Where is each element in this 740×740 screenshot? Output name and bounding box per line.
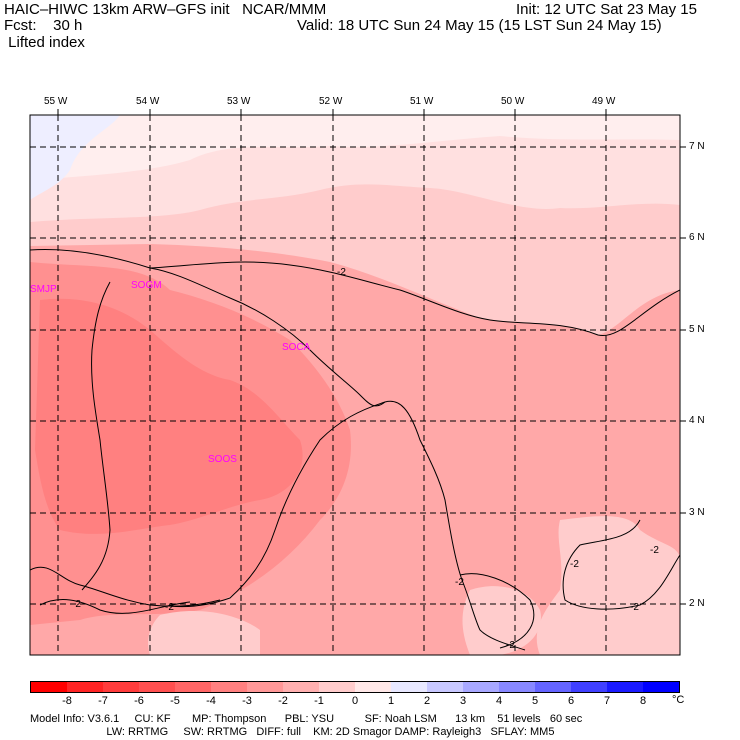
contour-minus2-east: [562, 519, 680, 610]
colorbar-swatch: [31, 682, 67, 692]
colorbar-label: -3: [242, 695, 252, 707]
colorbar-label: -1: [314, 695, 324, 707]
contour-minus2-south: [39, 599, 191, 614]
contour-minus2-southeast: [459, 573, 535, 649]
lon-label: 49 W: [592, 96, 616, 107]
colorbar-swatch: [355, 682, 391, 692]
station-sogm: SOGM: [131, 280, 162, 291]
colorbar-label: -7: [98, 695, 108, 707]
colorbar-label: 1: [387, 695, 395, 707]
contour-label: -2: [337, 267, 346, 278]
shading-band-palest: [30, 115, 680, 180]
colorbar-swatch: [535, 682, 571, 692]
contour-label: -2: [650, 545, 659, 556]
colorbar-label: 0: [351, 695, 359, 707]
colorbar-label: 2: [423, 695, 431, 707]
contour-label: -2: [165, 602, 174, 613]
lon-label: 51 W: [410, 96, 434, 107]
lat-label: 5 N: [689, 324, 705, 335]
lat-label: 4 N: [689, 415, 705, 426]
colorbar-swatch: [427, 682, 463, 692]
lon-label: 55 W: [44, 96, 68, 107]
colorbar-swatch: [247, 682, 283, 692]
contour-minus2-north: [149, 261, 680, 337]
colorbar-label: -8: [62, 695, 72, 707]
border-suriname-frguiana: [169, 401, 386, 608]
lat-label: 3 N: [689, 507, 705, 518]
colorbar-label: -6: [134, 695, 144, 707]
lon-label: 50 W: [501, 96, 525, 107]
map-frame: [29, 114, 681, 656]
model-info-line2: LW: RRTMG SW: RRTMG DIFF: full KM: 2D Sm…: [30, 726, 555, 738]
colorbar-swatch: [211, 682, 247, 692]
colorbar-label: -5: [170, 695, 180, 707]
colorbar-label: 4: [495, 695, 503, 707]
colorbar-label: 3: [459, 695, 467, 707]
border-suriname-guyana: [81, 281, 111, 591]
lat-label: 7 N: [689, 141, 705, 152]
colorbar-swatch: [643, 682, 679, 692]
station-soca: SOCA: [282, 342, 311, 353]
contour-label: -2: [570, 559, 579, 570]
colorbar-swatch: [139, 682, 175, 692]
colorbar-swatch: [175, 682, 211, 692]
init-time: Init: 12 UTC Sat 23 May 15: [516, 1, 697, 18]
lat-label: 6 N: [689, 232, 705, 243]
shading-band-darker: [35, 298, 303, 534]
colorbar-label: -2: [278, 695, 288, 707]
valid-time: Valid: 18 UTC Sun 24 May 15 (15 LST Sun …: [297, 17, 662, 34]
lon-label: 52 W: [319, 96, 343, 107]
lon-label: 54 W: [136, 96, 160, 107]
colorbar-swatch: [463, 682, 499, 692]
colorbar-swatch: [499, 682, 535, 692]
forecast-hour: Fcst: 30 h: [4, 17, 83, 34]
axis-ticks: [57, 109, 686, 605]
colorbar-swatch: [571, 682, 607, 692]
model-title: HAIC–HIWC 13km ARW–GFS init NCAR/MMM: [4, 1, 327, 18]
shading-patch-east: [536, 516, 680, 655]
lon-label: 53 W: [227, 96, 251, 107]
colorbar-unit: °C: [672, 694, 685, 706]
station-smjp: SMJP: [30, 284, 57, 295]
contour-label: -2: [506, 640, 515, 651]
station-soos: SOOS: [208, 454, 237, 465]
colorbar-label: 8: [639, 695, 647, 707]
border-south: [30, 566, 221, 607]
colorbar-swatch: [319, 682, 355, 692]
colorbar-swatch: [67, 682, 103, 692]
lat-lon-grid: [30, 115, 680, 655]
colorbar-swatch: [391, 682, 427, 692]
colorbar-swatch: [283, 682, 319, 692]
colorbar-label: 6: [567, 695, 575, 707]
model-info-line1: Model Info: V3.6.1 CU: KF MP: Thompson P…: [30, 713, 583, 725]
shading-patch-south: [148, 610, 260, 655]
colorbar-label: -4: [206, 695, 216, 707]
contour-label: -2: [455, 577, 464, 588]
colorbar: [30, 681, 680, 693]
colorbar-swatch: [103, 682, 139, 692]
colorbar-swatch: [607, 682, 643, 692]
coastline: [30, 249, 526, 651]
contour-label: -2: [72, 599, 81, 610]
shading-band-bluish: [30, 115, 120, 200]
field-name: Lifted index: [4, 34, 85, 51]
colorbar-label: 7: [603, 695, 611, 707]
contour-label: -2: [630, 602, 639, 613]
colorbar-label: 5: [531, 695, 539, 707]
lat-label: 2 N: [689, 598, 705, 609]
